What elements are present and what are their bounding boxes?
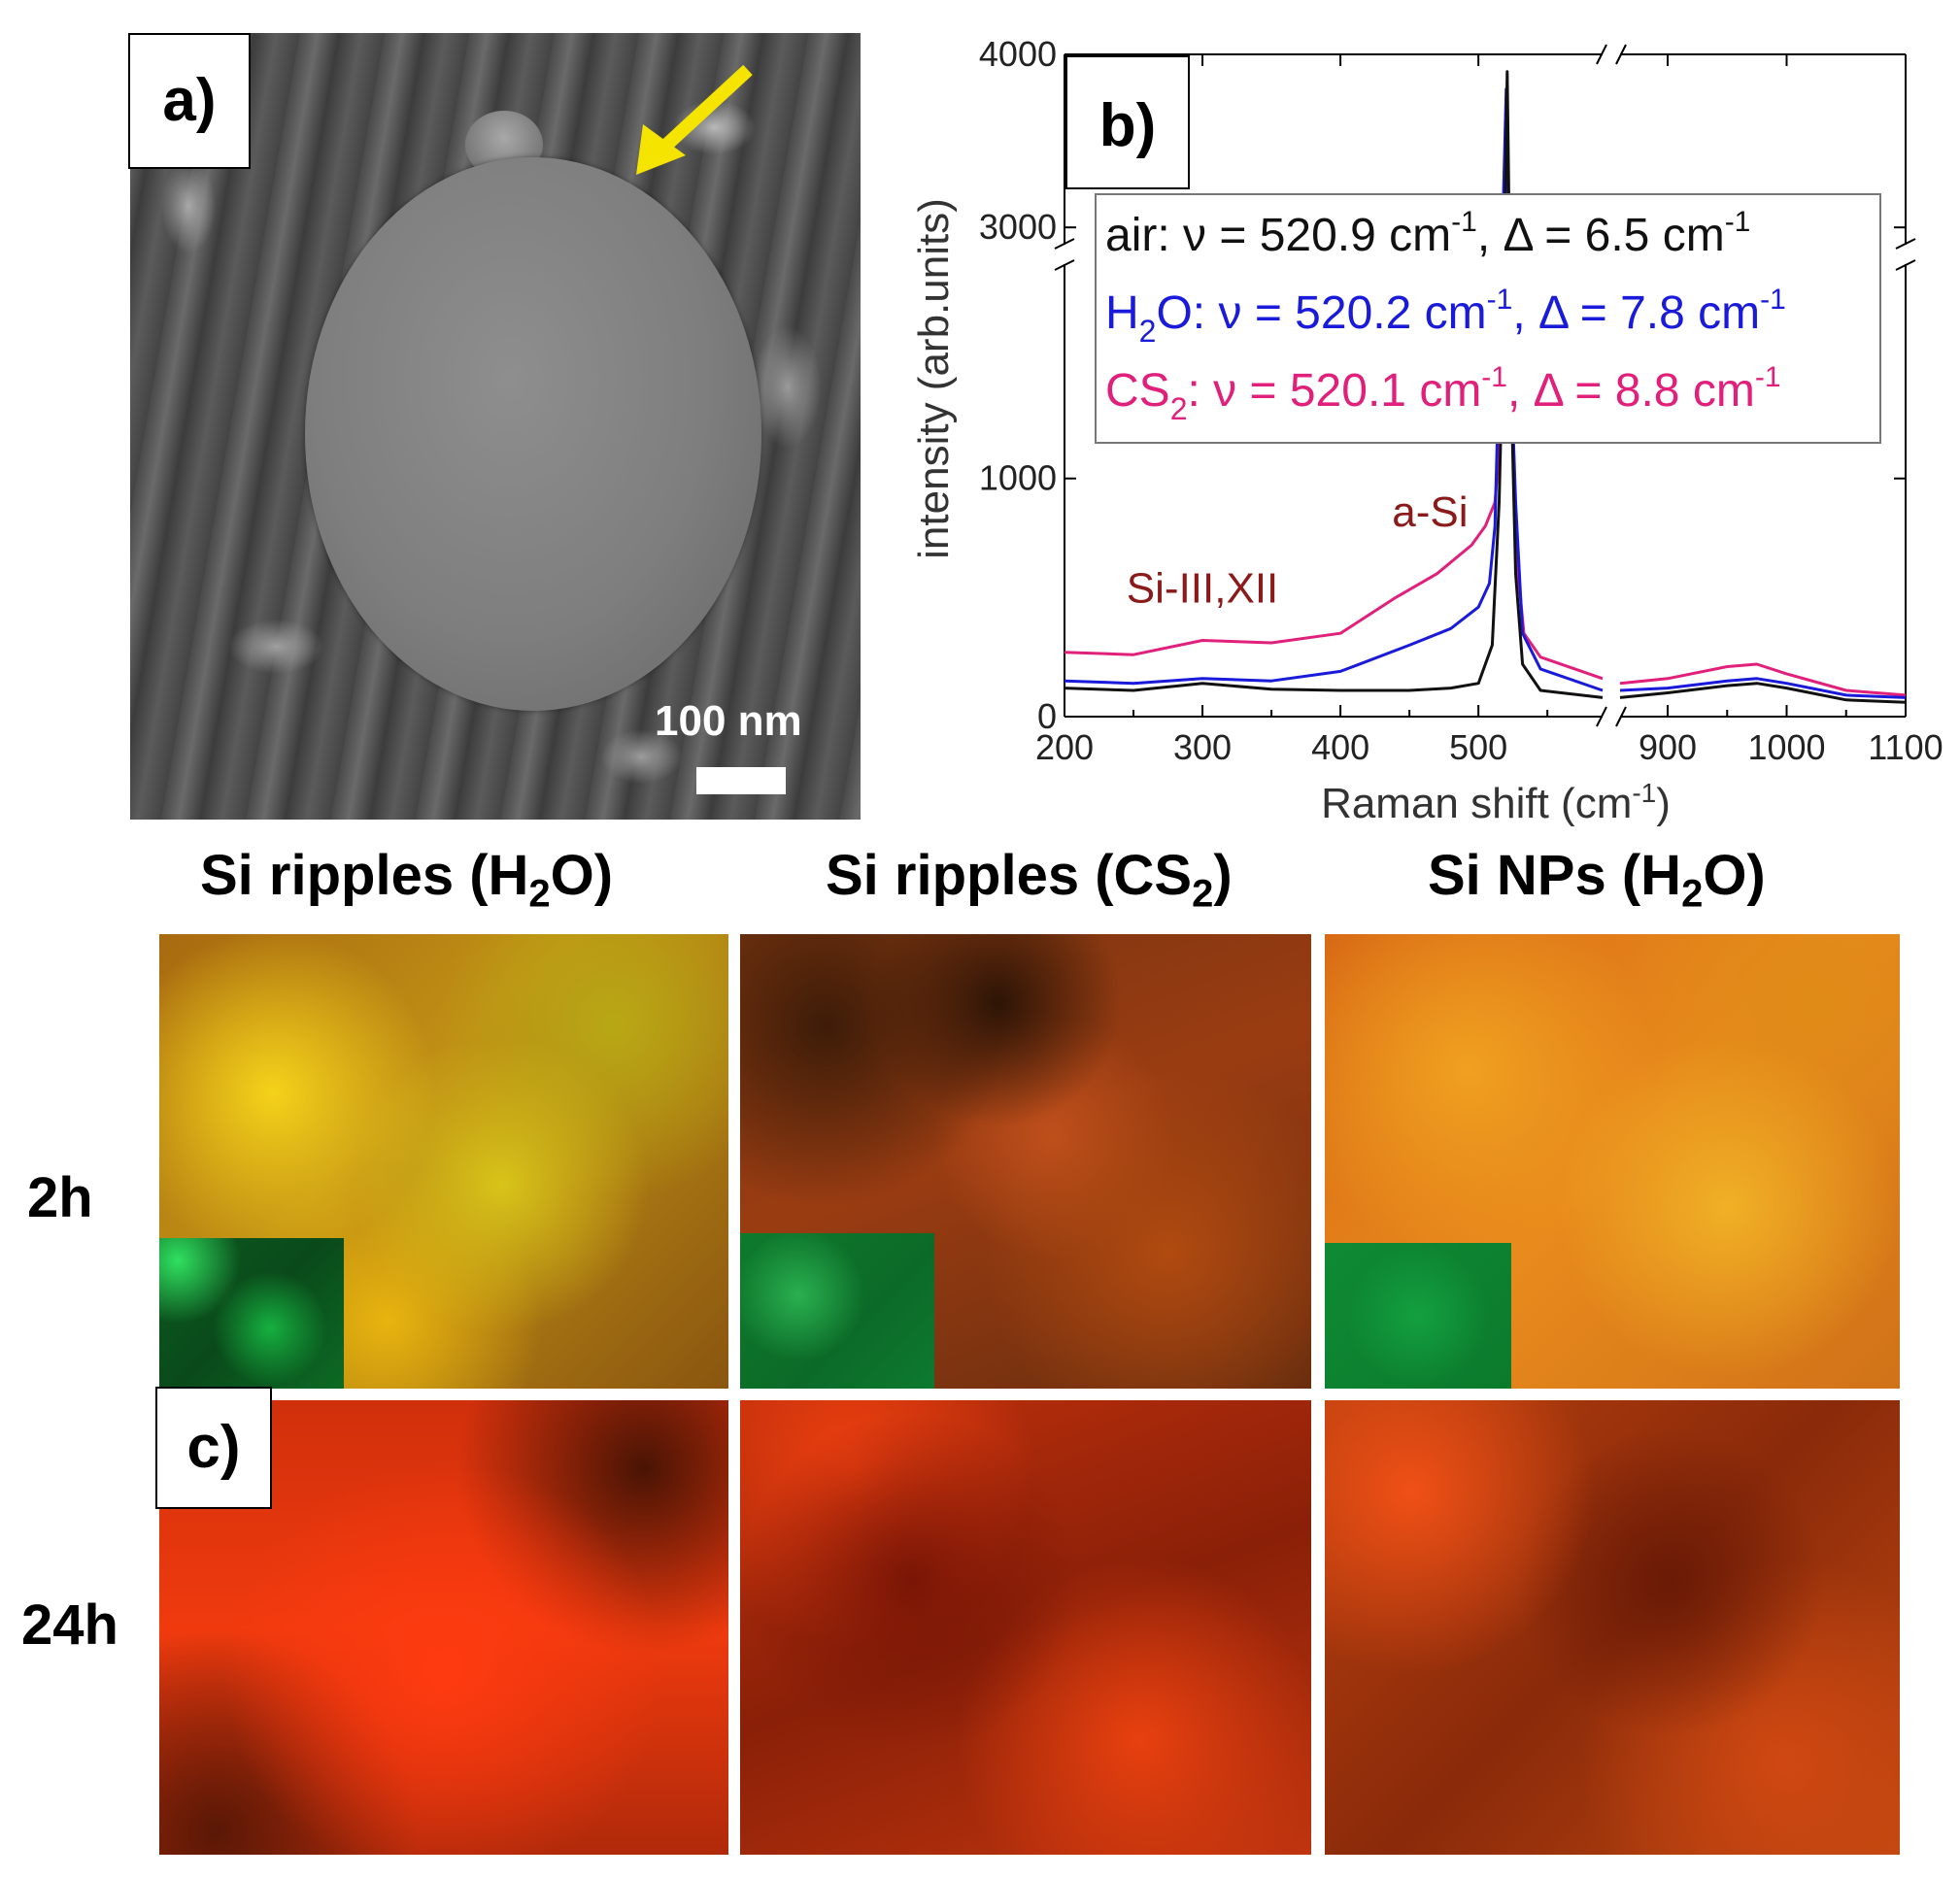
col-header-nps-h2o: Si NPs (H2O) xyxy=(1428,844,1766,916)
silicon-nanosphere xyxy=(305,157,761,711)
raman-chart: 200 300 400 500 900 1000 1100 0 1000 3000 4000 Rama… xyxy=(910,34,1943,827)
x-tick-label: 900 xyxy=(1639,727,1697,767)
x-tick-label: 200 xyxy=(1035,727,1094,767)
y-break-mark xyxy=(1054,259,1075,271)
x-break-mark xyxy=(1615,44,1627,65)
panel-a-label: a) xyxy=(128,33,251,169)
series-line-air-left xyxy=(1064,70,1604,699)
y-tick-label: 4000 xyxy=(979,34,1057,74)
scale-bar xyxy=(696,767,786,794)
y-tick-label: 3000 xyxy=(979,207,1057,247)
yellow-arrow-icon xyxy=(656,64,753,156)
col-header-ripples-cs2: Si ripples (CS2) xyxy=(826,844,1233,916)
micrograph-2h-ripples-cs2 xyxy=(740,934,1311,1389)
scale-bar-label: 100 nm xyxy=(655,697,802,745)
y-break-mark xyxy=(1054,238,1075,250)
row-label-2h: 2h xyxy=(27,1166,93,1229)
y-tick-label: 0 xyxy=(1037,696,1057,736)
x-break-mark xyxy=(1596,706,1607,727)
legend-box xyxy=(1095,193,1881,444)
y-break-mark xyxy=(1895,238,1916,250)
x-break-mark xyxy=(1615,706,1627,727)
micrograph-2h-nps-h2o xyxy=(1325,934,1900,1389)
sem-image: 100 nm xyxy=(130,33,861,820)
panel-c-label: c) xyxy=(155,1387,272,1509)
legend-entry: CS2: ν = 520.1 cm-1, Δ = 8.8 cm-1 xyxy=(1105,361,1781,426)
yellow-arrowhead xyxy=(636,124,686,175)
micrograph-24h-nps-h2o xyxy=(1325,1400,1900,1855)
inset-green-channel xyxy=(159,1238,344,1389)
peak-annotation: Si-III,XII xyxy=(1127,564,1278,612)
x-break-mark xyxy=(1596,44,1607,65)
series-line-CS2-right xyxy=(1619,662,1907,697)
x-tick-label: 400 xyxy=(1311,727,1369,767)
col-header-ripples-h2o: Si ripples (H2O) xyxy=(200,844,614,916)
series-line-H2O-left xyxy=(1064,87,1604,692)
x-tick-label: 300 xyxy=(1173,727,1232,767)
series-line-air-right xyxy=(1619,682,1907,704)
x-axis-title: Raman shift (cm-1) xyxy=(1321,778,1671,827)
x-tick-label: 1000 xyxy=(1747,727,1825,767)
legend-entry: air: ν = 520.9 cm-1, Δ = 6.5 cm-1 xyxy=(1105,206,1750,261)
x-tick-label: 500 xyxy=(1449,727,1507,767)
legend-entry: H2O: ν = 520.2 cm-1, Δ = 7.8 cm-1 xyxy=(1105,284,1786,349)
y-axis-title: intensity (arb.units) xyxy=(910,198,958,559)
row-label-24h: 24h xyxy=(21,1593,118,1657)
inset-green-channel xyxy=(1325,1243,1511,1389)
y-break-mark xyxy=(1895,259,1916,271)
panel-b-label-box xyxy=(1065,55,1190,189)
inset-green-channel xyxy=(740,1233,934,1389)
x-tick-label: 1100 xyxy=(1868,727,1943,767)
peak-annotation: a-Si xyxy=(1392,488,1468,536)
micrograph-2h-ripples-h2o xyxy=(159,934,728,1389)
series-line-H2O-right xyxy=(1619,677,1907,699)
y-tick-label: 1000 xyxy=(979,458,1057,498)
panel-b-label: b) xyxy=(1099,92,1157,159)
micrograph-24h-ripples-cs2 xyxy=(740,1400,1311,1855)
